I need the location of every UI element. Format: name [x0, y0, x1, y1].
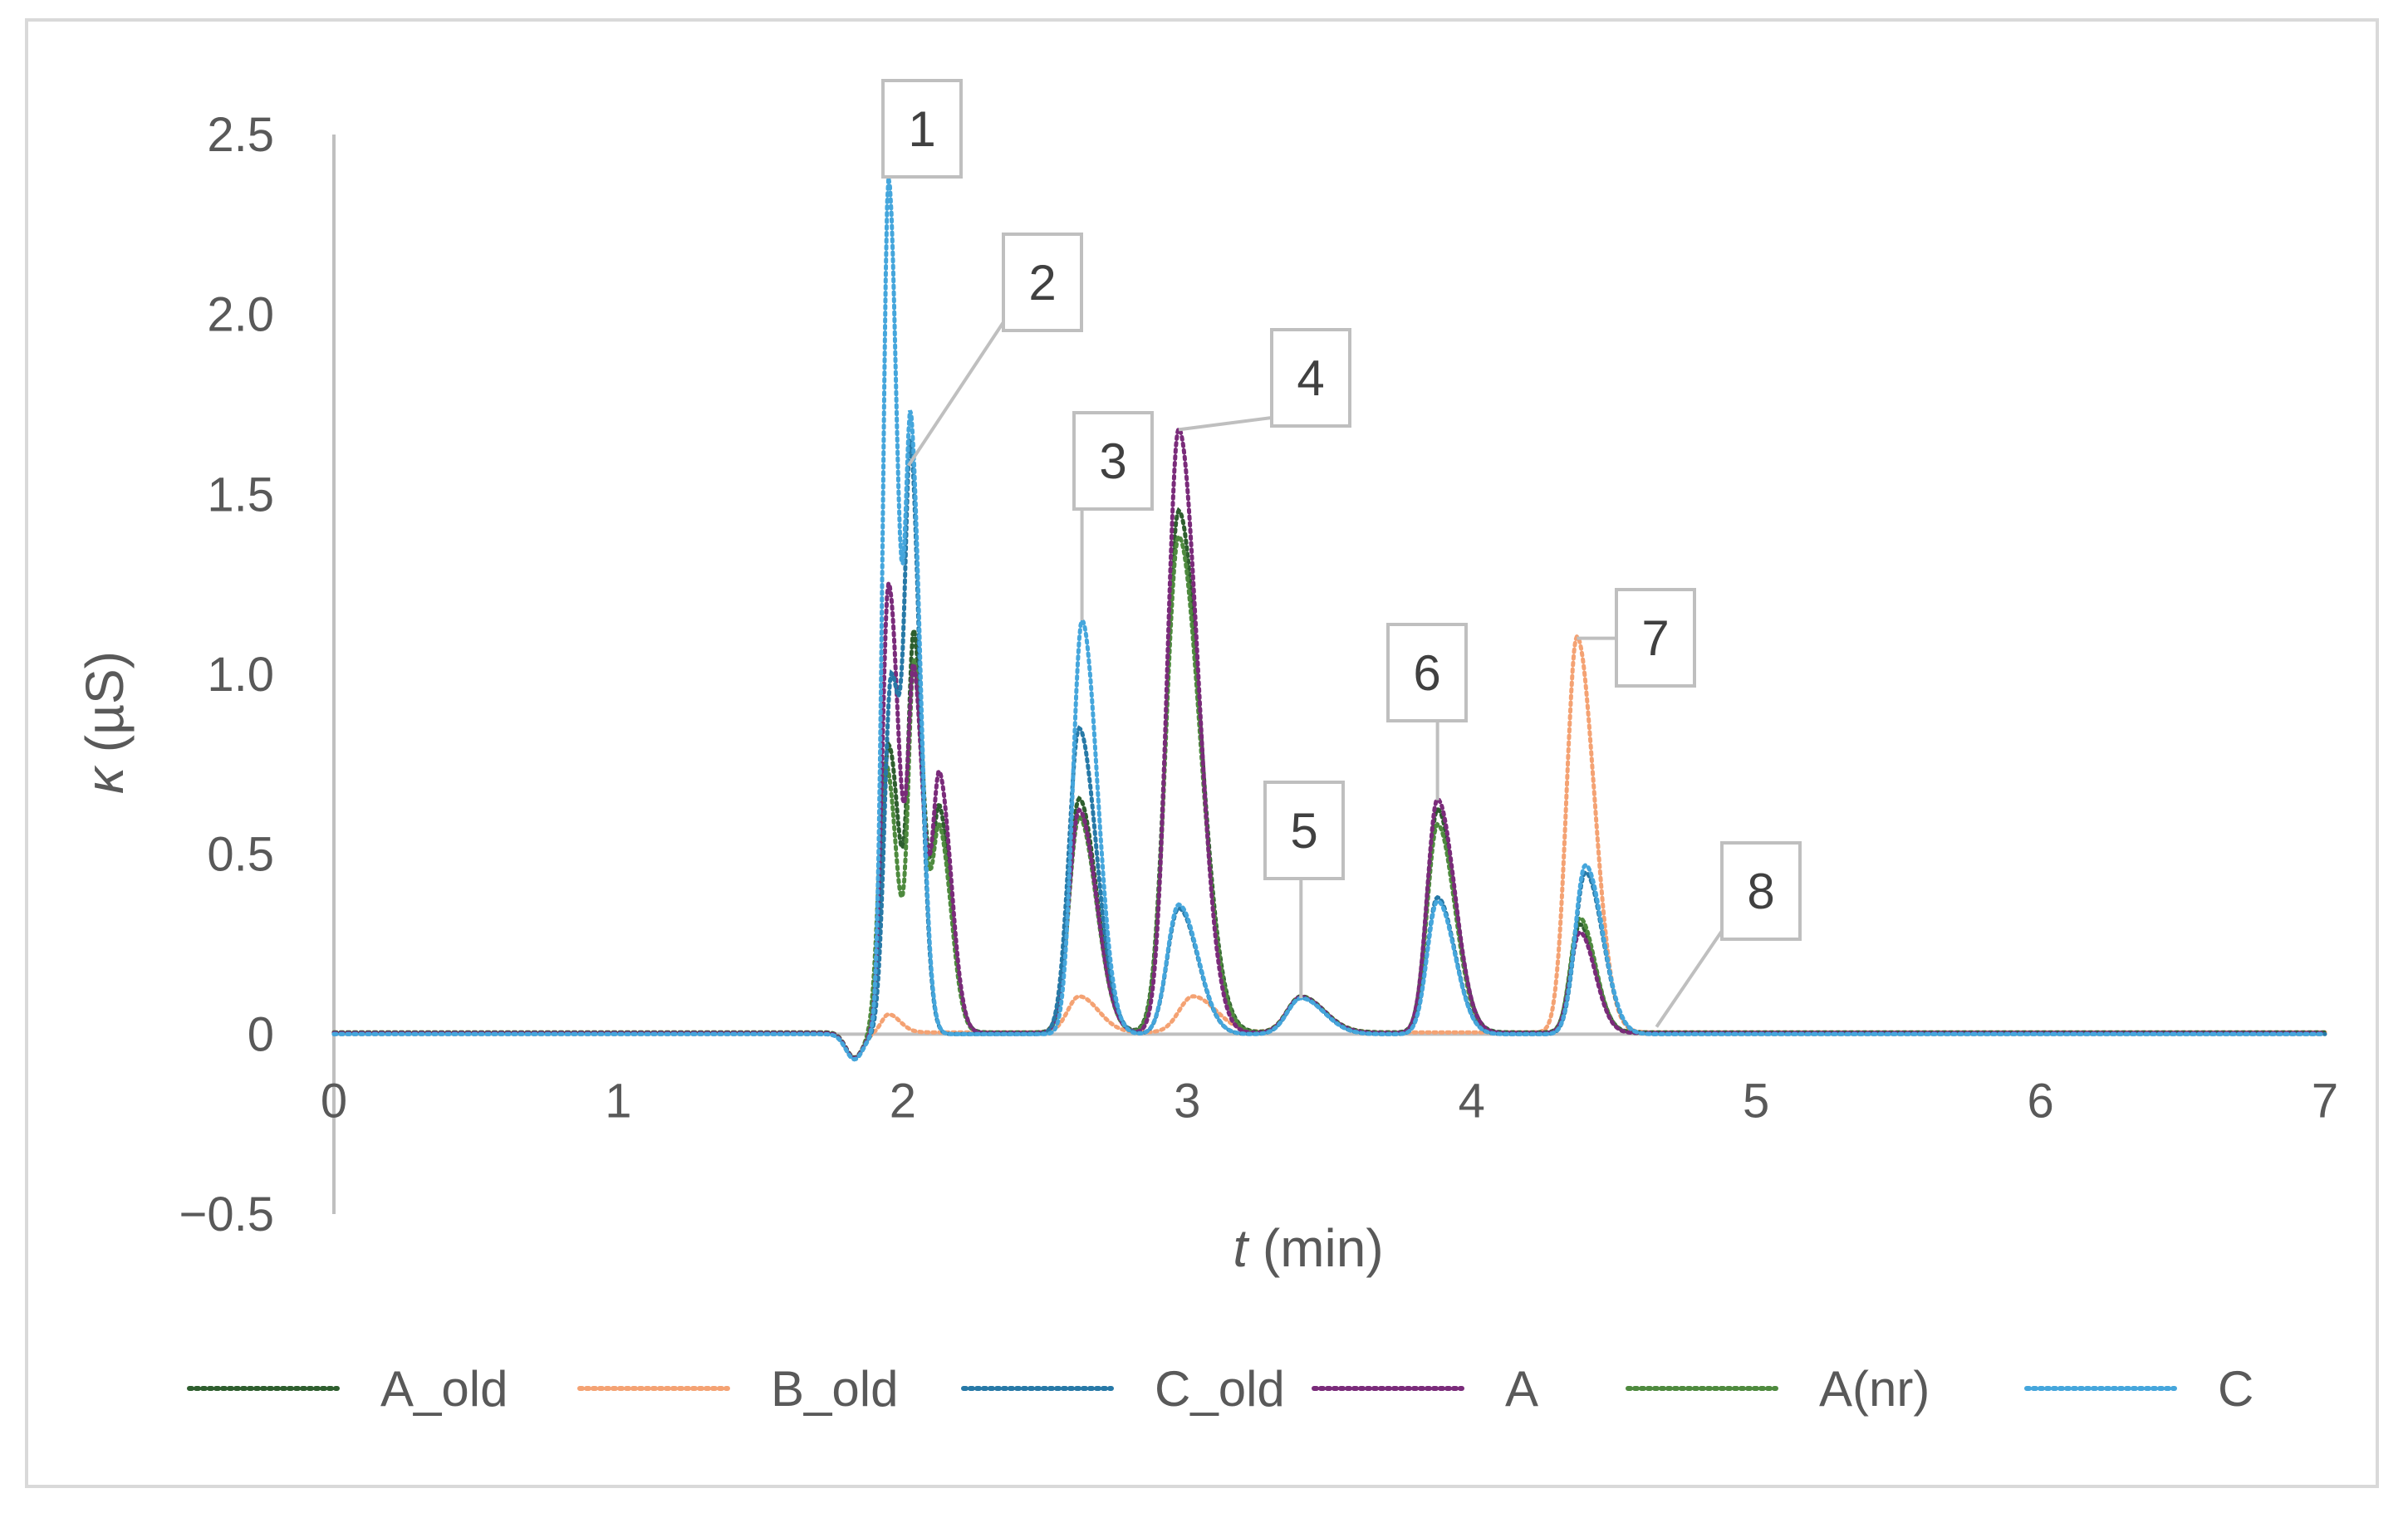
x-tick-label: 6 — [2027, 1074, 2053, 1128]
callout-leader — [907, 321, 1005, 467]
callout-label: 6 — [1413, 645, 1440, 701]
callout-leader — [1655, 929, 1724, 1028]
x-tick-label: 4 — [1459, 1074, 1485, 1128]
callout-leader — [1178, 416, 1273, 432]
legend-label: A — [1505, 1361, 1538, 1417]
legend-item-c-old: C_old — [961, 1361, 1285, 1417]
legend-label: C — [2218, 1361, 2254, 1417]
callout-box — [1002, 233, 1083, 332]
x-tick-label: 7 — [2312, 1074, 2338, 1128]
x-axis-title-unit: (min) — [1248, 1218, 1384, 1278]
y-axis-title: κ (µS) — [75, 651, 135, 794]
legend-item-c: C — [2024, 1361, 2254, 1417]
callout-4: 4 — [1178, 328, 1351, 432]
y-tick-label: 0.5 — [207, 828, 274, 882]
callout-label: 1 — [908, 101, 935, 157]
callout-box — [1263, 781, 1345, 880]
legend: A_old B_old C_old A A(nr) C — [187, 1361, 2254, 1417]
legend-item-a-old: A_old — [187, 1361, 508, 1417]
callout-5: 5 — [1263, 781, 1345, 998]
legend-item-b-old: B_old — [577, 1361, 898, 1417]
x-axis-title: t (min) — [1233, 1218, 1383, 1278]
series-line-c-old — [331, 432, 2327, 1062]
legend-item-a-nr-: A(nr) — [1626, 1361, 1930, 1417]
callouts: 1 2 3 4 5 6 7 8 — [881, 79, 1802, 1028]
legend-item-a: A — [1312, 1361, 1538, 1417]
y-tick-label: 2.5 — [207, 108, 274, 162]
callout-label: 8 — [1747, 864, 1774, 919]
callout-box — [1072, 411, 1154, 511]
x-axis-title-text: t (min) — [1233, 1218, 1383, 1278]
series-line-c — [331, 177, 2327, 1062]
callout-label: 3 — [1099, 433, 1126, 489]
y-tick-label: 1.0 — [207, 648, 274, 702]
x-tick-label: 5 — [1743, 1074, 1769, 1128]
callout-8: 8 — [1655, 841, 1802, 1028]
y-tick-label: −0.5 — [179, 1187, 275, 1241]
callout-box — [881, 79, 963, 179]
callout-1: 1 — [881, 79, 963, 179]
callout-box — [1386, 623, 1468, 722]
callout-7: 7 — [1577, 588, 1696, 688]
callout-label: 7 — [1641, 610, 1669, 666]
y-axis-title-var: κ — [75, 765, 135, 794]
axes: −0.5 0 0.5 1.0 1.5 2.0 2.5 0 1 2 3 4 5 6 7 — [179, 108, 2339, 1241]
y-tick-label: 2.0 — [207, 288, 274, 342]
legend-label: A_old — [380, 1361, 508, 1417]
series-layer — [331, 177, 2327, 1062]
callout-2: 2 — [907, 233, 1083, 467]
legend-label: C_old — [1155, 1361, 1285, 1417]
x-tick-label: 3 — [1174, 1074, 1200, 1128]
callout-6: 6 — [1386, 623, 1468, 801]
callout-label: 2 — [1028, 255, 1056, 311]
callout-box — [1270, 328, 1351, 428]
series-line-a — [331, 424, 2327, 1061]
callout-3: 3 — [1072, 411, 1154, 620]
x-tick-label: 0 — [321, 1074, 347, 1128]
y-tick-label: 1.5 — [207, 468, 274, 521]
y-tick-label: 0 — [248, 1007, 274, 1061]
x-tick-label: 1 — [605, 1074, 631, 1128]
y-axis-title-unit: (µS) — [75, 651, 135, 767]
legend-label: A(nr) — [1819, 1361, 1930, 1417]
legend-label: B_old — [771, 1361, 898, 1417]
callout-label: 5 — [1290, 803, 1317, 859]
callout-box — [1720, 841, 1802, 941]
callout-label: 4 — [1297, 350, 1324, 406]
x-axis-title-var: t — [1233, 1218, 1249, 1278]
y-axis-title-text: κ (µS) — [75, 651, 135, 794]
x-tick-label: 2 — [890, 1074, 916, 1128]
callout-box — [1615, 588, 1696, 688]
